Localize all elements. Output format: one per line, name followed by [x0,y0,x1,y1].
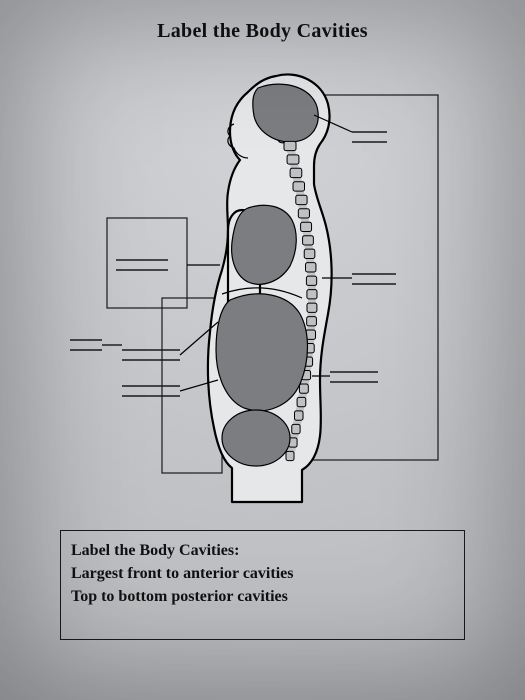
page-title: Label the Body Cavities [0,20,525,43]
instructions-header: Label the Body Cavities: [71,539,454,562]
instructions-line-1: Largest front to anterior cavities [71,562,454,585]
instructions-box: Label the Body Cavities: Largest front t… [60,530,465,640]
body-cavity-diagram [52,60,472,505]
instructions-line-2: Top to bottom posterior cavities [71,585,454,608]
